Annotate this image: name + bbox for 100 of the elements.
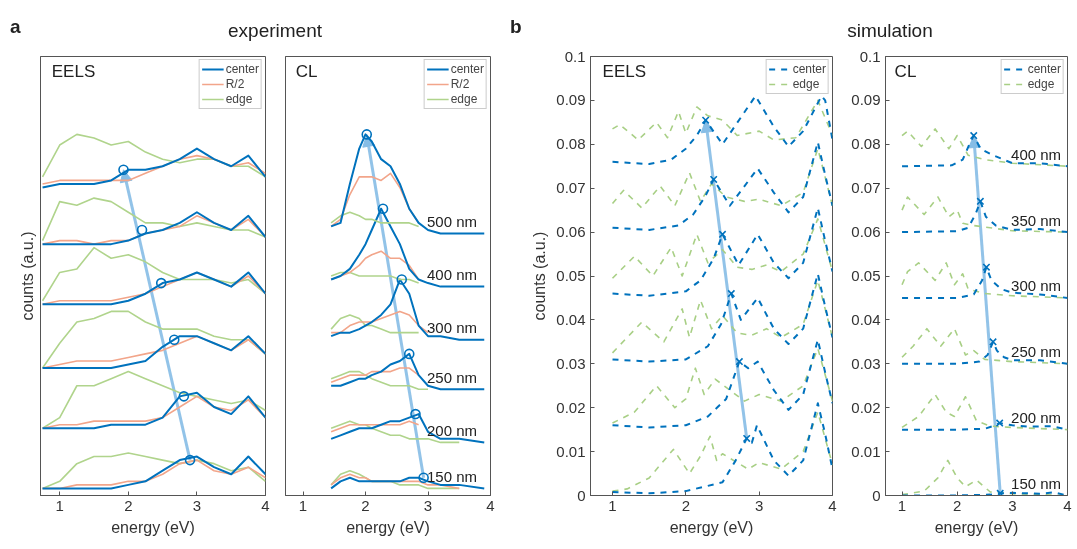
point	[976, 197, 985, 206]
point	[168, 334, 180, 346]
point	[742, 434, 751, 443]
x-tick-label: 2	[681, 496, 691, 514]
chart-title: EELS	[51, 61, 96, 81]
x-tick-label: 3	[1008, 496, 1017, 514]
annotation: 400 nm	[1011, 145, 1062, 163]
point	[709, 175, 718, 184]
y-tick-label: 0.04	[851, 310, 881, 328]
legend-label: edge	[450, 92, 478, 106]
point	[184, 454, 196, 466]
point	[996, 489, 1005, 496]
text: a	[10, 15, 21, 39]
point	[361, 129, 373, 140]
y-tick-label: 0.07	[851, 179, 881, 197]
annotation: 250 nm	[1011, 343, 1062, 361]
annotation: 150 nm	[1011, 474, 1062, 492]
legend-label: center	[1027, 62, 1061, 76]
annotation: 250 nm	[426, 368, 477, 386]
y-axis-title: counts (a.u.)	[531, 231, 549, 321]
point	[136, 224, 148, 236]
y-tick-label: 0.03	[556, 354, 586, 372]
legend-label: R/2	[225, 77, 246, 91]
x-tick-label: 2	[124, 496, 133, 514]
line-series	[611, 95, 833, 166]
x-tick-label: 1	[298, 496, 308, 514]
line-series	[611, 147, 833, 209]
text: b	[510, 15, 522, 39]
x-axis-title: energy (eV)	[111, 518, 195, 536]
x-tick-label: 2	[953, 496, 962, 514]
x-tick-label: 1	[55, 496, 64, 514]
line-series	[611, 141, 833, 231]
point	[118, 164, 129, 176]
x-tick-label: 3	[755, 496, 764, 514]
x-tick-label: 3	[423, 496, 433, 514]
line-series	[901, 393, 1068, 431]
y-tick-label: 0.01	[556, 442, 586, 460]
y-tick-label: 0.09	[851, 91, 881, 109]
x-tick-label: 3	[192, 496, 202, 514]
annotation: 200 nm	[1011, 409, 1062, 427]
text: experiment	[227, 19, 323, 43]
y-tick-label: 0.02	[851, 398, 881, 416]
x-tick-label: 4	[261, 496, 270, 514]
point	[410, 408, 421, 420]
x-tick-label: 4	[1063, 496, 1072, 514]
y-tick-label: 0.05	[851, 267, 881, 284]
y-tick-label: 0.06	[851, 223, 881, 241]
line-series	[611, 347, 833, 424]
annotation: 150 nm	[426, 467, 477, 485]
y-tick-label: 0.02	[556, 398, 586, 416]
point	[155, 277, 167, 289]
y-tick-label: 0.04	[556, 310, 586, 328]
x-axis-title: energy (eV)	[346, 518, 430, 536]
x-axis-title: energy (eV)	[669, 518, 754, 536]
x-tick-label: 4	[486, 496, 495, 514]
y-tick-label: 0.09	[556, 91, 586, 109]
line-series	[611, 338, 833, 429]
annotation: 200 nm	[426, 421, 477, 439]
y-tick-label: 0	[577, 486, 586, 504]
legend-label: edge	[1027, 77, 1055, 91]
y-tick-label: 0.08	[556, 135, 586, 153]
text: simulation	[846, 19, 934, 43]
y-tick-label: 0.08	[851, 135, 881, 153]
y-tick-label: 0.05	[556, 267, 586, 284]
point	[418, 472, 429, 484]
y-tick-label: 0	[872, 486, 881, 504]
chart-title: CL	[894, 61, 917, 81]
annotation: 300 nm	[1011, 277, 1062, 295]
y-tick-label: 0.01	[851, 442, 881, 460]
y-axis-title: counts (a.u.)	[18, 231, 36, 321]
legend-label: R/2	[450, 77, 471, 91]
point	[989, 337, 998, 346]
y-tick-label: 0.1	[859, 47, 881, 65]
chart-title: CL	[295, 61, 318, 81]
legend-label: center	[450, 62, 484, 76]
line-series	[611, 218, 833, 279]
y-tick-label: 0.03	[851, 354, 881, 372]
annotation: 500 nm	[426, 213, 477, 230]
x-tick-label: 1	[608, 496, 617, 514]
point	[377, 203, 389, 215]
point	[403, 348, 415, 360]
legend-label: edge	[225, 92, 253, 106]
chart-title: EELS	[602, 61, 647, 81]
annotation: 400 nm	[426, 266, 477, 284]
annotation: 350 nm	[1011, 211, 1062, 229]
x-tick-label: 1	[897, 496, 907, 514]
legend-label: edge	[792, 77, 820, 91]
y-tick-label: 0.07	[556, 179, 586, 197]
legend-label: center	[792, 62, 826, 76]
annotation: 300 nm	[426, 319, 477, 337]
point	[178, 391, 190, 402]
y-tick-label: 0.1	[564, 47, 586, 65]
y-tick-label: 0.06	[556, 223, 586, 241]
line-series	[611, 272, 833, 363]
x-axis-title: energy (eV)	[934, 518, 1019, 536]
point	[735, 357, 744, 366]
point	[396, 274, 408, 285]
x-tick-label: 2	[361, 496, 370, 514]
legend-label: center	[225, 62, 259, 76]
x-tick-label: 4	[828, 496, 837, 514]
